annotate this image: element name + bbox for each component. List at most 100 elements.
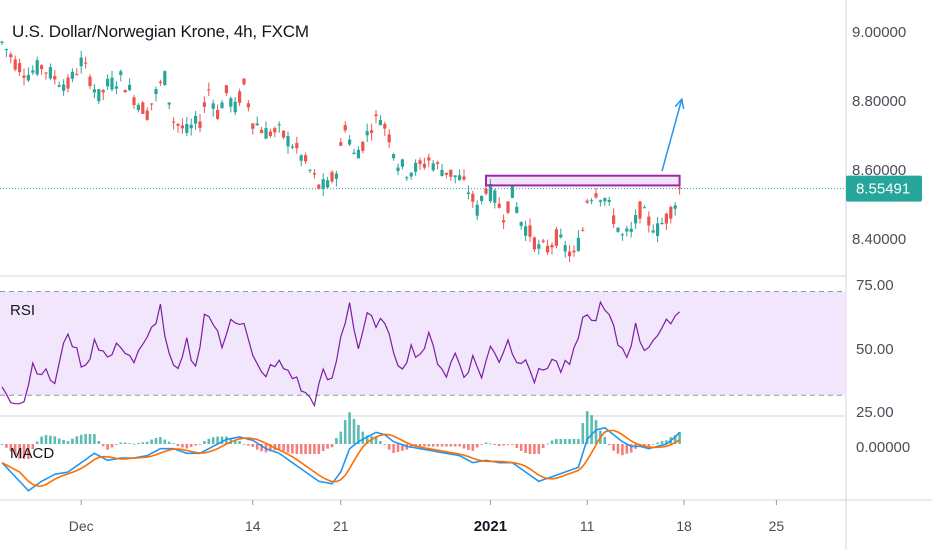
macd-histogram-bar <box>66 441 70 444</box>
candle-body <box>532 237 536 250</box>
macd-histogram-bar <box>493 444 497 445</box>
candle-body <box>374 114 378 117</box>
macd-histogram-bar <box>286 444 290 453</box>
resistance-rectangle[interactable] <box>485 174 681 187</box>
candle-body <box>594 193 598 198</box>
macd-histogram-bar <box>317 444 321 454</box>
candle-body <box>229 98 233 107</box>
macd-histogram-bar <box>660 441 664 444</box>
macd-histogram-bar <box>101 444 105 447</box>
candle-body <box>378 119 382 126</box>
macd-histogram-bar <box>563 439 567 444</box>
macd-histogram-bar <box>35 441 39 444</box>
candle-body <box>326 180 330 188</box>
macd-histogram-bar <box>379 441 382 444</box>
candle-body <box>356 149 360 159</box>
candle-body <box>22 75 26 78</box>
time-tick-label: 25 <box>769 518 785 534</box>
macd-histogram-bar <box>269 444 272 452</box>
candle-body <box>233 101 237 113</box>
macd-histogram-bar <box>343 419 347 444</box>
candle-body <box>224 85 228 94</box>
macd-histogram-bar <box>656 442 659 444</box>
candle-body <box>563 245 567 252</box>
macd-histogram-bar <box>524 444 527 453</box>
macd-histogram-bar <box>528 444 532 454</box>
candle-body <box>651 230 655 233</box>
candle-body <box>282 130 286 138</box>
macd-histogram-bar <box>453 444 457 447</box>
macd-histogram-bar <box>150 439 153 444</box>
candle-body <box>308 169 312 171</box>
macd-histogram-bar <box>313 444 316 454</box>
candle-body <box>238 91 242 103</box>
candle-body <box>70 71 74 79</box>
candle-body <box>365 131 369 136</box>
candle-body <box>154 89 158 95</box>
candle-body <box>656 223 660 237</box>
macd-histogram-bar <box>436 444 439 447</box>
price-tick-label: 8.60000 <box>852 162 906 179</box>
macd-histogram-bar <box>176 444 180 446</box>
macd-histogram-bar <box>75 436 79 444</box>
candle-body <box>84 62 88 64</box>
candle-body <box>44 72 48 74</box>
macd-histogram-bar <box>79 434 83 444</box>
macd-histogram-bar <box>282 444 285 451</box>
macd-histogram-bar <box>242 443 246 445</box>
candle-body <box>189 124 193 129</box>
macd-histogram-bar <box>572 439 576 444</box>
candle-body <box>185 123 189 133</box>
candle-body <box>62 84 66 91</box>
macd-histogram-bar <box>13 444 17 456</box>
candle-body <box>480 195 484 201</box>
forecast-arrow[interactable] <box>661 98 683 172</box>
candle-body <box>97 89 101 102</box>
candle-body <box>53 75 57 80</box>
time-axis: Dec 14 21 2021 11 18 25 <box>69 500 785 535</box>
macd-histogram-bar <box>665 440 668 444</box>
macd-histogram-bar <box>53 436 57 444</box>
candle-body <box>0 41 4 43</box>
candle-body <box>128 84 132 91</box>
candle-body <box>484 188 488 194</box>
candle-body <box>176 123 180 126</box>
macd-histogram-bar <box>489 443 492 445</box>
candle-body <box>502 220 506 223</box>
macd-histogram-bar <box>163 439 167 444</box>
time-tick-label: 11 <box>580 518 595 534</box>
candle-body <box>625 228 629 232</box>
macd-histogram-bar <box>115 444 118 445</box>
macd-histogram-bar <box>594 420 598 444</box>
macd-histogram-bar <box>515 444 519 448</box>
candle-body <box>387 134 391 143</box>
macd-histogram-bar <box>132 443 136 445</box>
candle-body <box>546 245 550 253</box>
candle-body <box>660 222 664 225</box>
macd-histogram-bar <box>392 444 395 453</box>
candle-body <box>334 173 338 179</box>
macd-histogram-bar <box>603 436 607 444</box>
macd-histogram-bar <box>330 444 334 448</box>
macd-histogram-bar <box>423 444 426 447</box>
macd-histogram-bar <box>431 444 435 447</box>
candle-body <box>66 77 70 89</box>
macd-histogram-bar <box>506 444 510 445</box>
macd-histogram-bar <box>511 444 514 445</box>
candle-body <box>163 71 167 86</box>
candle-body <box>440 169 444 177</box>
macd-histogram-bar <box>137 443 140 444</box>
candle-body <box>101 89 105 93</box>
macd-histogram-bar <box>357 424 360 444</box>
macd-histogram-bar <box>555 439 558 444</box>
macd-histogram-bar <box>255 444 259 450</box>
macd-histogram-bar <box>207 438 211 444</box>
candle-body <box>35 60 39 75</box>
macd-histogram-bar <box>621 444 624 456</box>
candle-body <box>612 215 616 224</box>
macd-line <box>1 426 681 492</box>
macd-histogram-bar <box>401 444 404 451</box>
macd-histogram-bar <box>409 444 413 448</box>
macd-histogram-bar <box>643 444 646 447</box>
candle-body <box>18 63 22 73</box>
